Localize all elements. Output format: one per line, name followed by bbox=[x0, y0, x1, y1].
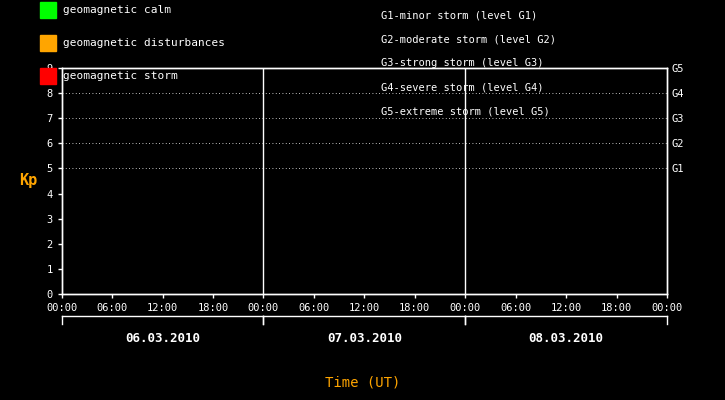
Text: G1-minor storm (level G1): G1-minor storm (level G1) bbox=[381, 10, 537, 20]
Text: 06.03.2010: 06.03.2010 bbox=[125, 332, 200, 345]
Text: geomagnetic storm: geomagnetic storm bbox=[63, 72, 178, 82]
Text: G2-moderate storm (level G2): G2-moderate storm (level G2) bbox=[381, 34, 555, 44]
Text: 07.03.2010: 07.03.2010 bbox=[327, 332, 402, 345]
Text: geomagnetic disturbances: geomagnetic disturbances bbox=[63, 38, 225, 48]
Text: Kp: Kp bbox=[19, 174, 38, 188]
Text: G4-severe storm (level G4): G4-severe storm (level G4) bbox=[381, 82, 543, 92]
Text: geomagnetic calm: geomagnetic calm bbox=[63, 5, 171, 15]
Text: Time (UT): Time (UT) bbox=[325, 376, 400, 390]
Text: G5-extreme storm (level G5): G5-extreme storm (level G5) bbox=[381, 106, 550, 116]
Text: G3-strong storm (level G3): G3-strong storm (level G3) bbox=[381, 58, 543, 68]
Text: 08.03.2010: 08.03.2010 bbox=[529, 332, 604, 345]
